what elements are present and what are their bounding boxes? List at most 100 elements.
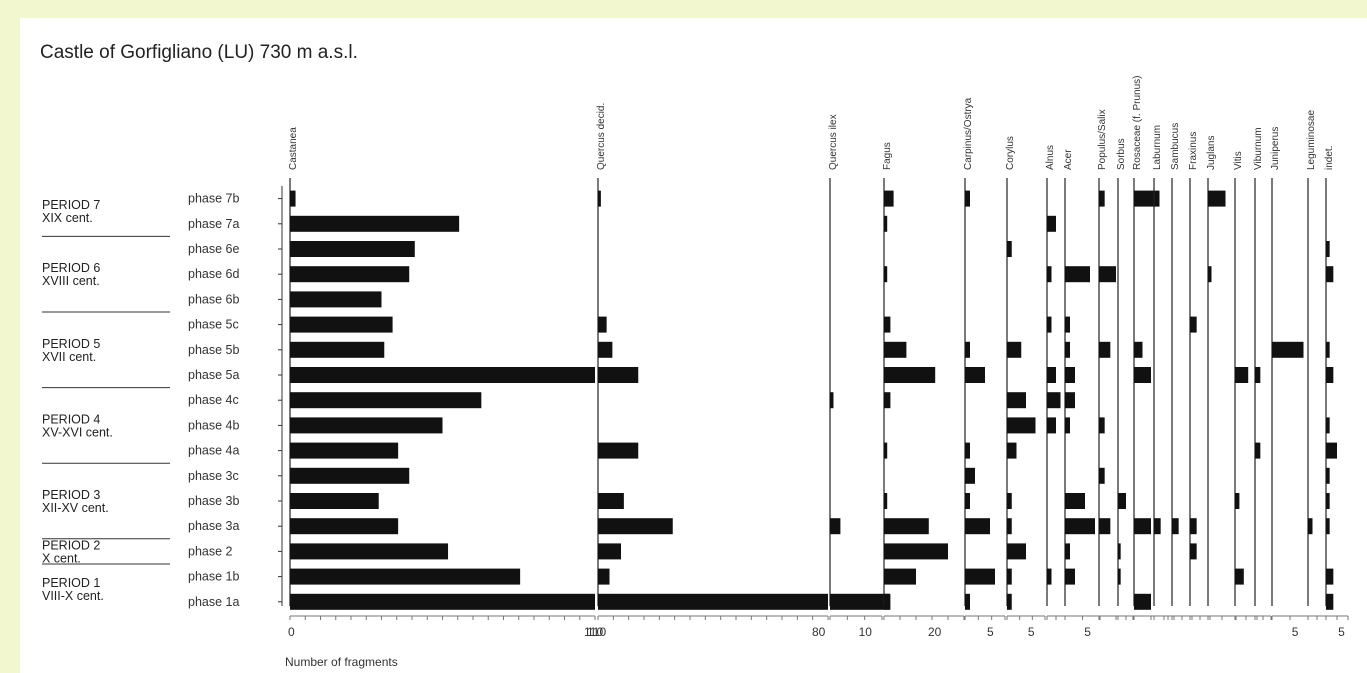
data-bar xyxy=(598,593,828,610)
phase-label: phase 5c xyxy=(188,318,239,332)
data-bar xyxy=(1047,417,1056,434)
taxon-label: Quercus decid. xyxy=(596,103,607,170)
data-bar xyxy=(1065,367,1075,383)
phase-label: phase 6b xyxy=(188,292,239,306)
taxon-label: Juniperus xyxy=(1270,127,1281,170)
x-axis-title: Number of fragments xyxy=(285,655,398,669)
phase-label: phase 7a xyxy=(188,217,239,231)
taxon-label: Laburnum xyxy=(1152,125,1163,170)
tick-label: 5 xyxy=(1338,625,1345,639)
data-bar xyxy=(1118,493,1126,509)
data-bar xyxy=(965,442,970,459)
data-bar xyxy=(1326,593,1334,610)
data-bar xyxy=(1190,518,1197,535)
data-bar xyxy=(1007,341,1022,358)
data-bar xyxy=(598,367,639,383)
data-bar xyxy=(1255,442,1261,459)
data-bar xyxy=(1007,493,1012,509)
data-bar xyxy=(1272,341,1304,358)
phase-label: phase 6e xyxy=(188,242,239,256)
period-century: XII-XV cent. xyxy=(42,501,109,515)
data-bar xyxy=(290,568,521,585)
data-bar xyxy=(598,316,607,333)
data-bar xyxy=(884,190,894,207)
data-bar xyxy=(1047,568,1052,585)
tick-label: 10 xyxy=(859,625,873,639)
taxon-label: Acer xyxy=(1063,149,1074,170)
data-bar xyxy=(598,190,601,207)
data-bar xyxy=(1118,568,1121,585)
data-bar xyxy=(1190,543,1197,560)
taxon-label: Alnus xyxy=(1045,145,1056,170)
taxon-label: Castanea xyxy=(288,127,299,170)
data-bar xyxy=(1326,493,1330,509)
data-bar xyxy=(1099,190,1105,207)
period-century: X cent. xyxy=(42,551,81,565)
data-bar xyxy=(1007,543,1026,560)
data-bar xyxy=(1134,341,1143,358)
data-bar xyxy=(290,241,415,257)
data-bar xyxy=(1047,392,1061,409)
data-bar xyxy=(884,215,888,232)
tick-label: 80 xyxy=(812,625,826,639)
data-bar xyxy=(1326,417,1330,434)
period-name: PERIOD 4 xyxy=(42,412,100,426)
data-bar xyxy=(1172,518,1179,535)
data-bar xyxy=(1047,215,1056,232)
data-bar xyxy=(884,518,929,535)
phase-label: phase 3b xyxy=(188,494,239,508)
data-bar xyxy=(290,518,399,535)
data-bar xyxy=(1099,266,1116,283)
taxon-label: indet. xyxy=(1324,146,1335,170)
data-bar xyxy=(965,493,970,509)
data-bar xyxy=(598,442,639,459)
data-bar xyxy=(290,543,449,560)
data-bar xyxy=(290,341,385,358)
data-bar xyxy=(290,493,379,509)
taxon-label: Viburnum xyxy=(1253,127,1264,170)
data-bar xyxy=(290,593,595,610)
data-bar xyxy=(290,367,595,383)
data-bar xyxy=(598,493,624,509)
phase-label: phase 4a xyxy=(188,444,239,458)
data-bar xyxy=(598,518,673,535)
data-bar xyxy=(884,568,916,585)
data-bar xyxy=(290,291,382,308)
data-bar xyxy=(1208,190,1226,207)
data-bar xyxy=(290,442,399,459)
data-bar xyxy=(1007,392,1026,409)
data-bar xyxy=(598,543,621,560)
data-bar xyxy=(884,266,888,283)
tick-label: 5 xyxy=(1028,625,1035,639)
data-bar xyxy=(830,518,841,535)
data-bar xyxy=(965,467,975,484)
phase-label: phase 3a xyxy=(188,519,239,533)
data-bar xyxy=(290,467,410,484)
taxon-label: Corylus xyxy=(1005,136,1016,170)
tick-label: 5 xyxy=(1084,625,1091,639)
data-bar xyxy=(1134,367,1151,383)
tick-label: 0 xyxy=(288,625,295,639)
data-bar xyxy=(884,367,936,383)
data-bar xyxy=(884,442,888,459)
phase-label: phase 1b xyxy=(188,570,239,584)
chart-panel: Castle of Gorfigliano (LU) 730 m a.s.l. … xyxy=(20,18,1367,673)
data-bar xyxy=(1007,241,1012,257)
data-bar xyxy=(1326,266,1334,283)
tick-label: 110 xyxy=(587,625,606,639)
taxon-label: Carpinus/Ostrya xyxy=(963,97,974,170)
taxon-label: Vitis xyxy=(1233,151,1244,170)
data-bar xyxy=(1065,493,1085,509)
period-century: XVII cent. xyxy=(42,350,96,364)
data-bar xyxy=(1047,316,1052,333)
phase-label: phase 6d xyxy=(188,267,239,281)
data-bar xyxy=(1326,241,1330,257)
data-bar xyxy=(1047,367,1056,383)
taxon-label: Fraxinus xyxy=(1188,132,1199,170)
tick-label: 20 xyxy=(928,625,942,639)
data-bar xyxy=(1099,518,1111,535)
phase-label: phase 5a xyxy=(188,368,239,382)
data-bar xyxy=(1065,392,1075,409)
taxon-label: Sorbus xyxy=(1116,138,1127,170)
